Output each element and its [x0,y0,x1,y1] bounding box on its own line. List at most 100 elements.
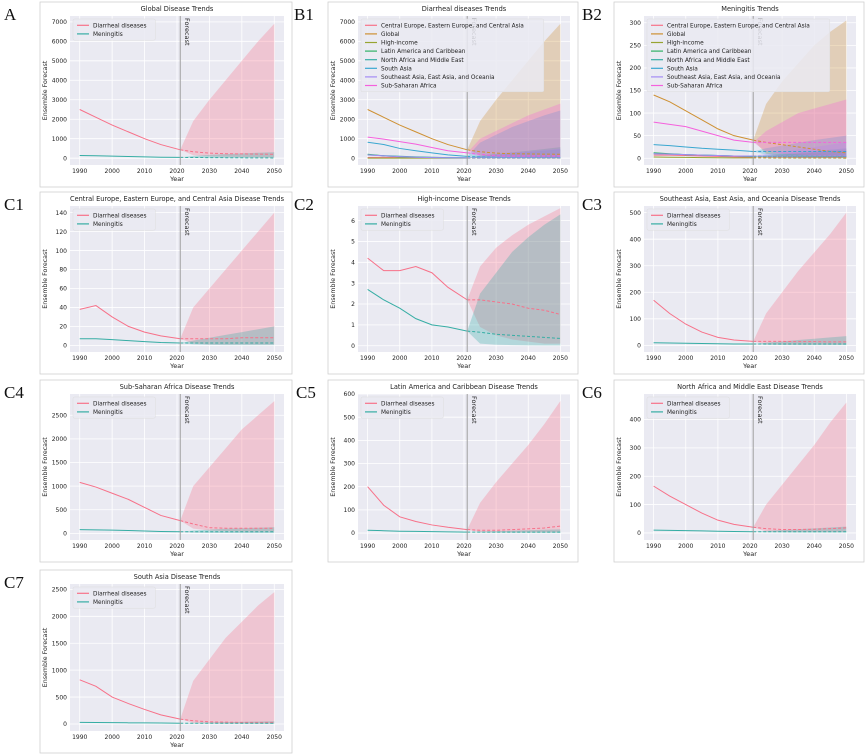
y-tick-label: 1 [351,322,355,329]
confidence-band [467,147,561,159]
legend-box [360,208,444,231]
legend-label: Diarrheal diseases [667,401,720,407]
y-tick-label: 50 [633,133,641,140]
plot-content [79,592,275,724]
y-tick-label: 2000 [52,614,67,621]
legend-label: Central Europe, Eastern Europe, and Cent… [667,23,810,29]
y-tick-label: 200 [630,289,642,296]
legend-label: North Africa and Middle East [381,58,464,64]
history-line [79,305,181,340]
x-tick-label: 1990 [360,168,375,175]
legend-label: Meningitis [381,222,411,228]
y-tick-label: 100 [344,507,356,514]
x-tick-label: 2010 [137,355,152,362]
forecast-line [753,340,847,343]
y-axis-label: Ensemble Forecast [42,249,49,309]
legend-label: Southeast Asia, East Asia, and Oceania [381,75,495,81]
y-tick-label: 400 [630,236,642,243]
y-tick-label: 140 [56,210,68,217]
panel-letter: C2 [294,195,314,214]
legend-label: Diarrheal diseases [381,401,434,407]
legend-label: Global [667,32,686,38]
y-axis-label: Ensemble Forecast [42,437,49,497]
y-tick-label: 0 [63,531,67,538]
confidence-band [753,99,847,156]
y-tick-label: 4000 [340,77,355,84]
x-tick-label: 1990 [360,543,375,550]
forecast-line [180,156,275,159]
legend-label: Latin America and Caribbean [667,49,752,55]
forecast-line [180,337,275,340]
x-tick-label: 2000 [105,543,120,550]
forecast-line [753,526,847,531]
panel-letter: C5 [296,383,316,402]
panel: B2 Meningitis Trends 0 50 100 150 200 250 300 199… [582,1,865,188]
plot-content [79,23,275,159]
y-axis-label: Ensemble Forecast [616,60,623,120]
y-tick-label: 2500 [52,412,67,419]
panel: C2 High-income Disease Trends 0 1 2 3 4 5 6 1990 2… [294,191,579,375]
forecast-label: Forecast [756,396,764,424]
x-tick-label: 2050 [839,543,854,550]
confidence-band [753,212,847,345]
y-tick-label: 0 [637,530,641,537]
confidence-band [180,326,275,346]
y-axis-label: Ensemble Forecast [330,249,337,309]
x-tick-label: 2030 [488,543,503,550]
x-axis-label: Year [456,175,471,183]
panel: B1 Diarrheal diseases Trends 0 1000 2000 3000… [294,1,579,188]
y-tick-label: 0 [351,155,355,162]
legend-box [646,396,730,419]
x-tick-label: 2020 [169,543,184,550]
x-tick-label: 2010 [710,168,725,175]
forecast-line [180,718,275,723]
forecast-line [180,520,275,529]
panel: C5 Latin America and Caribbean Disease Tr… [296,379,579,563]
y-tick-label: 5000 [52,58,67,65]
chart-title: Global Disease Trends [141,5,214,13]
confidence-band [180,23,275,158]
x-axis-label: Year [169,741,184,749]
history-line [79,154,181,158]
panel-letter: C6 [582,383,602,402]
legend-label: Diarrheal diseases [381,213,434,219]
x-axis-label: Year [456,362,471,370]
legend-label: Meningitis [93,32,123,38]
legend-label: Meningitis [93,410,123,416]
y-tick-label: 5000 [340,58,355,65]
y-tick-label: 500 [56,694,68,701]
forecast-line [180,149,275,155]
history-line [367,141,468,157]
y-axis-label: Ensemble Forecast [330,437,337,497]
x-tick-label: 2000 [678,543,693,550]
x-tick-label: 2020 [456,543,471,550]
x-tick-label: 2050 [267,355,282,362]
history-line [367,529,468,533]
x-tick-label: 2010 [710,543,725,550]
panel-letter: C4 [4,383,24,402]
legend-label: Diarrheal diseases [667,213,720,219]
y-tick-label: 300 [630,445,642,452]
y-tick-label: 200 [344,484,356,491]
y-tick-label: 2000 [52,436,67,443]
legend-label: Diarrheal diseases [93,23,146,29]
y-tick-label: 3000 [340,97,355,104]
x-tick-label: 2010 [424,355,439,362]
history-line [653,156,754,159]
forecast-label: Forecast [183,18,191,46]
x-tick-label: 2020 [742,543,757,550]
y-tick-label: 1000 [52,136,67,143]
y-axis-label: Ensemble Forecast [42,60,49,120]
y-tick-label: 100 [630,502,642,509]
x-axis-label: Year [169,550,184,558]
x-tick-label: 1990 [360,355,375,362]
history-line [653,529,754,533]
x-axis-label: Year [456,550,471,558]
panel-letter: B2 [582,5,602,24]
history-line [367,154,468,159]
chart-title: South Asia Disease Trends [134,573,221,581]
forecast-line [467,525,561,531]
x-tick-label: 2030 [488,168,503,175]
y-tick-label: 6000 [340,39,355,46]
x-tick-label: 2020 [169,355,184,362]
